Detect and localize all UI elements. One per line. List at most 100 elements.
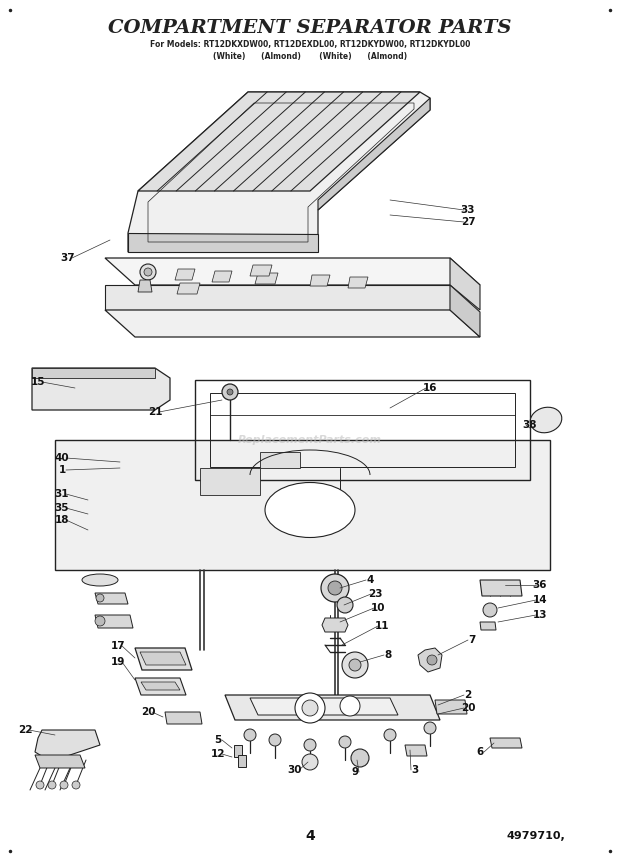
- Polygon shape: [225, 695, 440, 720]
- Text: ReplacementParts.com: ReplacementParts.com: [238, 435, 382, 445]
- Polygon shape: [105, 285, 450, 310]
- Circle shape: [222, 384, 238, 400]
- Circle shape: [427, 655, 437, 665]
- Circle shape: [339, 736, 351, 748]
- Circle shape: [351, 749, 369, 767]
- Text: 7: 7: [468, 635, 476, 645]
- Text: 23: 23: [368, 589, 383, 599]
- Text: 36: 36: [533, 580, 547, 590]
- Polygon shape: [435, 700, 467, 714]
- Polygon shape: [35, 755, 85, 768]
- Text: 33: 33: [461, 205, 476, 215]
- Text: 8: 8: [384, 650, 392, 660]
- Text: 6: 6: [476, 747, 484, 757]
- Circle shape: [483, 603, 497, 617]
- Text: 37: 37: [61, 253, 75, 263]
- Polygon shape: [405, 745, 427, 756]
- Polygon shape: [105, 310, 480, 337]
- Polygon shape: [95, 615, 133, 628]
- Polygon shape: [135, 678, 186, 695]
- Polygon shape: [200, 468, 260, 495]
- Polygon shape: [32, 368, 155, 378]
- Circle shape: [60, 781, 68, 789]
- Polygon shape: [128, 92, 430, 252]
- Text: For Models: RT12DKXDW00, RT12DEXDL00, RT12DKYDW00, RT12DKYDL00: For Models: RT12DKXDW00, RT12DEXDL00, RT…: [150, 40, 470, 48]
- Text: 17: 17: [111, 641, 125, 651]
- Polygon shape: [250, 698, 398, 715]
- Text: 3: 3: [412, 765, 418, 775]
- Polygon shape: [255, 273, 278, 284]
- Text: 4: 4: [366, 575, 374, 585]
- Circle shape: [36, 781, 44, 789]
- Text: 30: 30: [288, 765, 303, 775]
- Text: COMPARTMENT SEPARATOR PARTS: COMPARTMENT SEPARATOR PARTS: [108, 19, 511, 37]
- Text: 22: 22: [18, 725, 32, 735]
- Text: 4: 4: [305, 829, 315, 843]
- Ellipse shape: [82, 574, 118, 586]
- Text: 16: 16: [423, 383, 437, 393]
- Text: (White)      (Almond)       (White)      (Almond): (White) (Almond) (White) (Almond): [213, 52, 407, 60]
- Polygon shape: [450, 285, 480, 337]
- Circle shape: [302, 700, 318, 716]
- Polygon shape: [140, 652, 186, 665]
- Polygon shape: [348, 277, 368, 288]
- Polygon shape: [128, 233, 318, 252]
- Circle shape: [227, 389, 233, 395]
- Text: 18: 18: [55, 515, 69, 525]
- Circle shape: [304, 739, 316, 751]
- Circle shape: [48, 781, 56, 789]
- Polygon shape: [95, 593, 128, 604]
- Circle shape: [340, 696, 360, 716]
- Circle shape: [72, 781, 80, 789]
- Polygon shape: [450, 258, 480, 310]
- Polygon shape: [490, 738, 522, 748]
- Polygon shape: [318, 98, 430, 210]
- Ellipse shape: [265, 482, 355, 537]
- Circle shape: [96, 594, 104, 602]
- Polygon shape: [418, 648, 442, 672]
- Circle shape: [384, 729, 396, 741]
- Text: 19: 19: [111, 657, 125, 667]
- Polygon shape: [177, 283, 200, 294]
- Polygon shape: [138, 92, 420, 191]
- Text: 27: 27: [461, 217, 476, 227]
- Circle shape: [328, 581, 342, 595]
- Polygon shape: [138, 280, 152, 292]
- Text: 9: 9: [352, 767, 358, 777]
- Polygon shape: [55, 440, 550, 570]
- Circle shape: [302, 754, 318, 770]
- Circle shape: [140, 264, 156, 280]
- Polygon shape: [260, 452, 300, 468]
- Text: 31: 31: [55, 489, 69, 499]
- Polygon shape: [310, 275, 330, 286]
- Circle shape: [349, 659, 361, 671]
- Polygon shape: [480, 622, 496, 630]
- Circle shape: [244, 729, 256, 741]
- Text: 40: 40: [55, 453, 69, 463]
- Polygon shape: [250, 265, 272, 276]
- Polygon shape: [480, 580, 522, 596]
- Text: 1: 1: [58, 465, 66, 475]
- Text: 20: 20: [141, 707, 155, 717]
- Polygon shape: [105, 258, 480, 285]
- Text: 5: 5: [215, 735, 221, 745]
- Text: 14: 14: [533, 595, 547, 605]
- Polygon shape: [35, 730, 100, 760]
- Text: 4979710,: 4979710,: [507, 831, 565, 841]
- Ellipse shape: [530, 407, 562, 433]
- Text: 11: 11: [374, 621, 389, 631]
- Polygon shape: [238, 755, 246, 767]
- Text: 21: 21: [148, 407, 162, 417]
- Polygon shape: [135, 648, 192, 670]
- Circle shape: [424, 722, 436, 734]
- Polygon shape: [32, 368, 170, 410]
- Circle shape: [269, 734, 281, 746]
- Polygon shape: [212, 271, 232, 282]
- Text: 35: 35: [55, 503, 69, 513]
- Text: 13: 13: [533, 610, 547, 620]
- Circle shape: [342, 652, 368, 678]
- Circle shape: [95, 616, 105, 626]
- Text: 2: 2: [464, 690, 472, 700]
- Circle shape: [321, 574, 349, 602]
- Polygon shape: [175, 269, 195, 280]
